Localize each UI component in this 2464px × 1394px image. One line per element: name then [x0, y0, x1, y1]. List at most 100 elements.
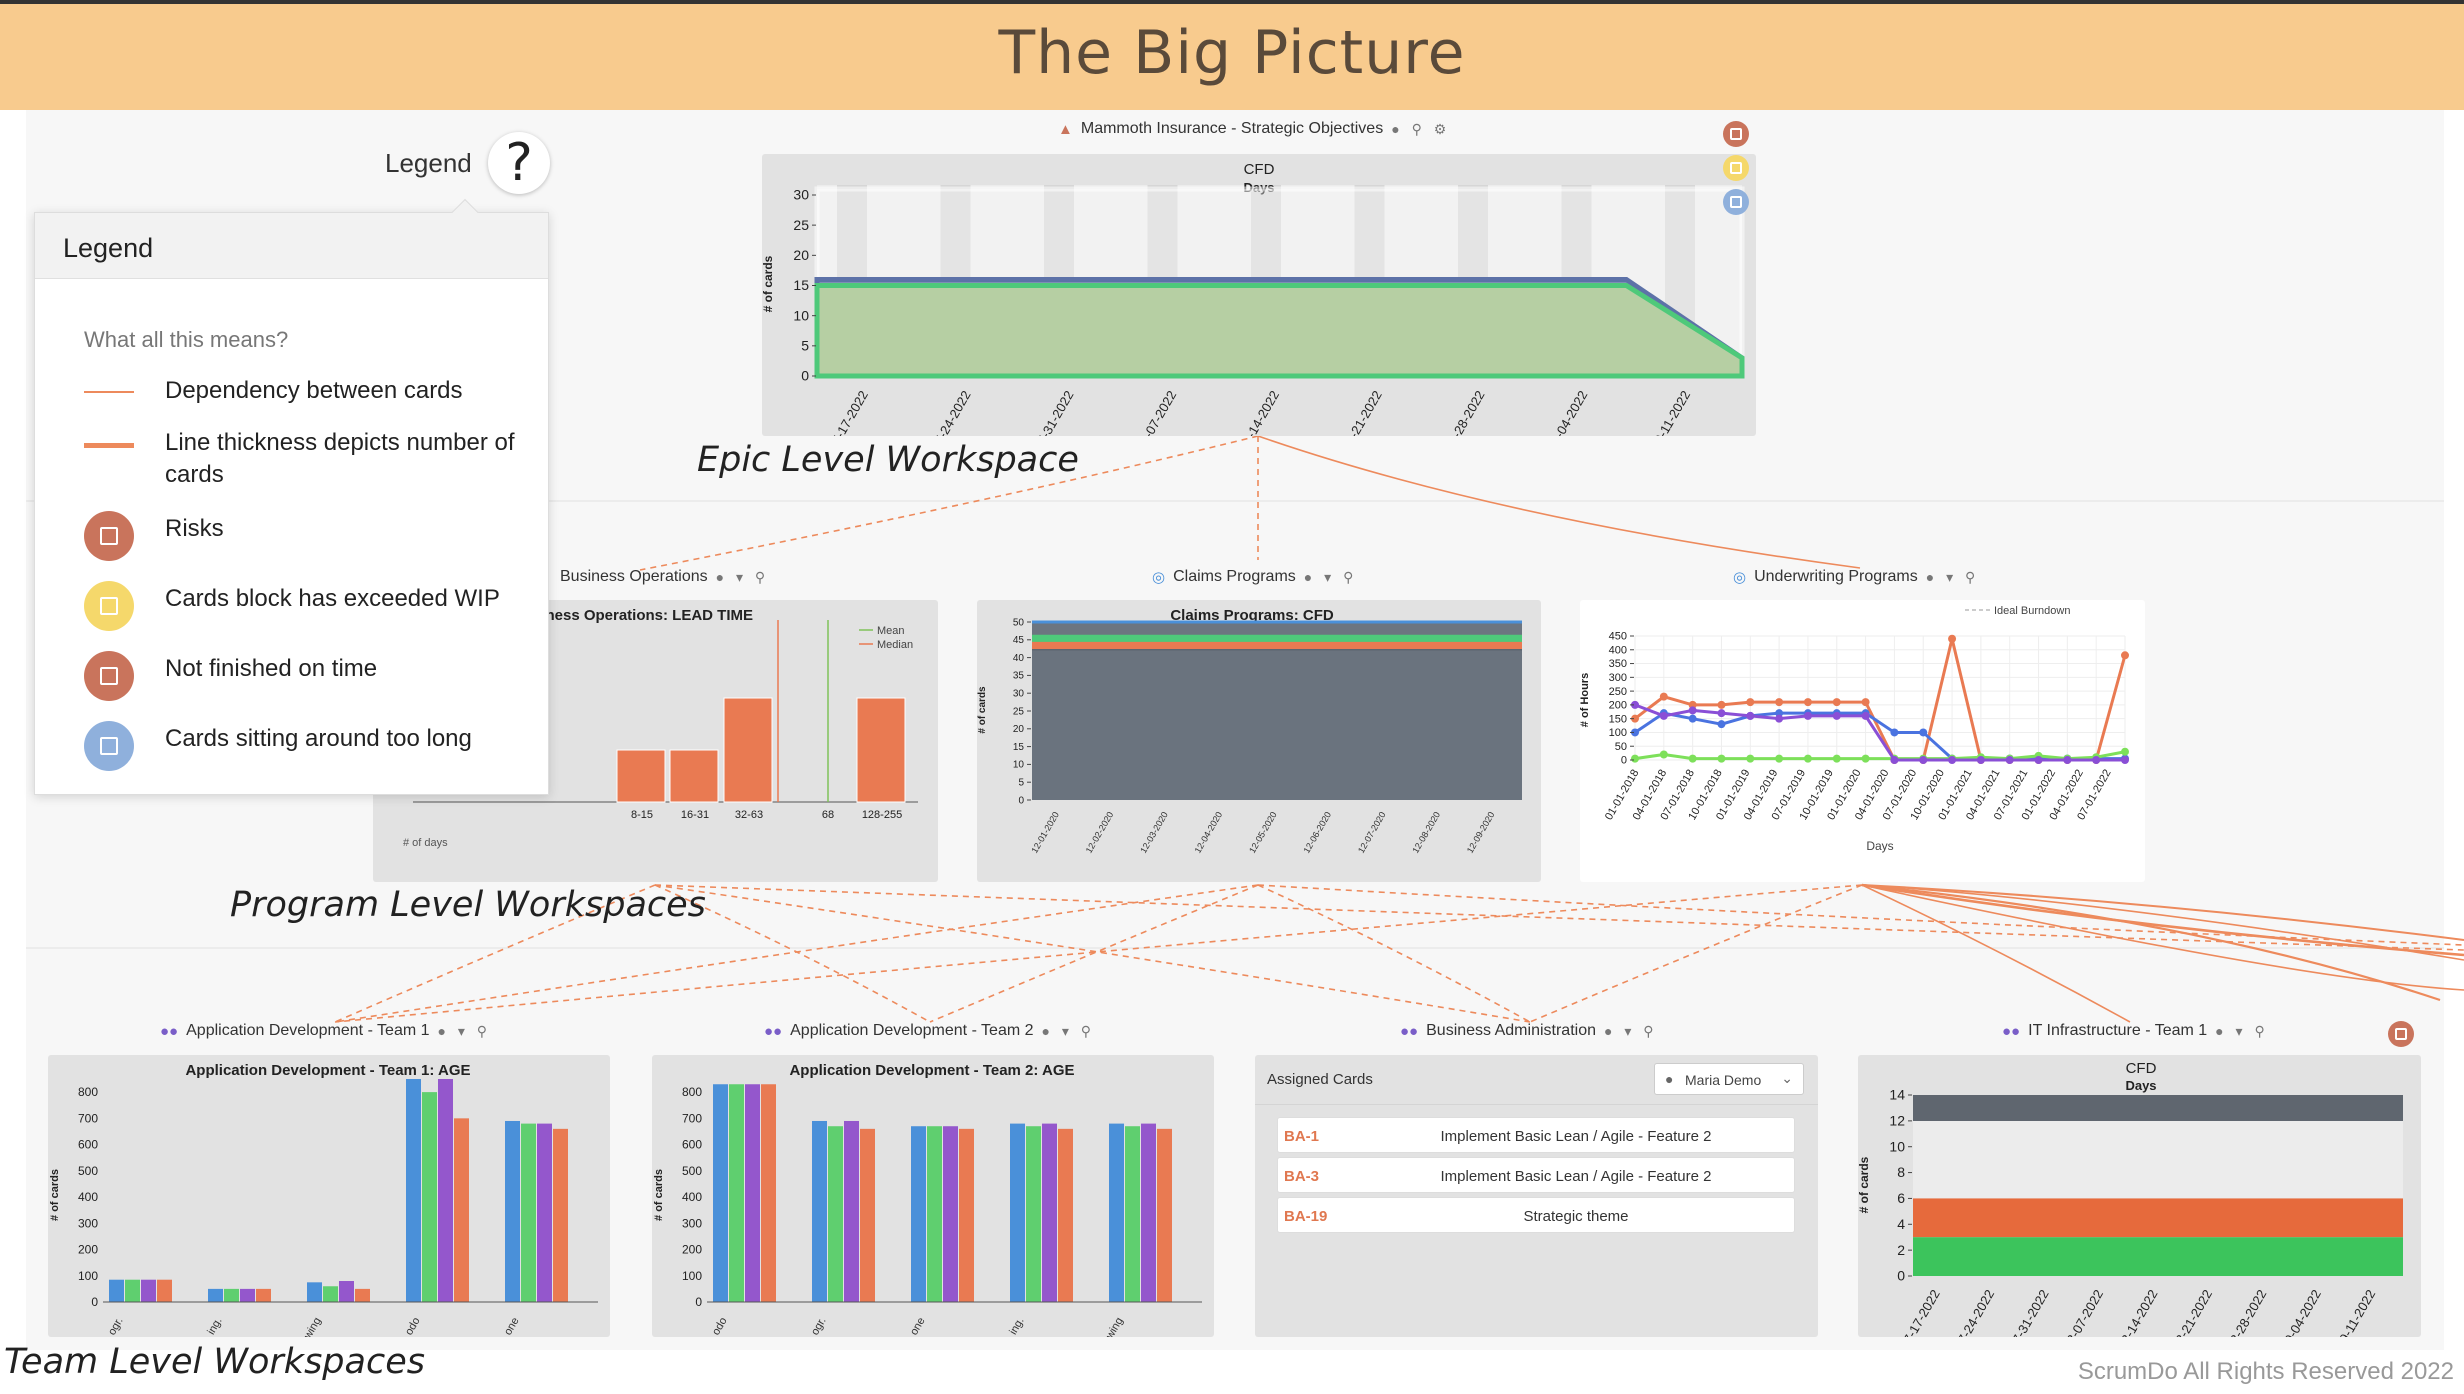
x-tick-label: 7-31-2022	[1034, 388, 1077, 436]
data-point	[1832, 698, 1841, 707]
team-title-business-admin[interactable]: ●● Business Administration ● ▾ ⚲	[1400, 1022, 1658, 1040]
team-icon: ●●	[160, 1022, 179, 1040]
y-tick-label: 300	[78, 1216, 98, 1230]
x-tick-label: 16-31	[681, 809, 709, 821]
chart-title: CFD	[1244, 161, 1275, 178]
card-row[interactable]: BA-1 Implement Basic Lean / Agile - Feat…	[1277, 1117, 1795, 1153]
y-tick-label: 5	[1018, 778, 1024, 789]
card-row[interactable]: BA-3 Implement Basic Lean / Agile - Feat…	[1277, 1157, 1795, 1193]
program-title-underwriting[interactable]: ◎ Underwriting Programs ● ▾ ⚲	[1733, 568, 1979, 586]
legend-toggle-label[interactable]: Legend	[385, 148, 472, 178]
search-icon[interactable]: ⚲	[1643, 1022, 1658, 1039]
card-row[interactable]: BA-19 Strategic theme	[1277, 1197, 1795, 1233]
wip-exceeded-icon	[84, 581, 134, 631]
chart-title: Application Development - Team 2: AGE	[789, 1062, 1074, 1079]
y-tick-label: 40	[1013, 653, 1025, 664]
search-icon[interactable]: ⚲	[2254, 1022, 2269, 1039]
y-axis-label: # of Hours	[1580, 673, 1591, 727]
bar	[438, 1079, 453, 1302]
series-doing	[1913, 1198, 2403, 1238]
late-icon	[84, 651, 134, 701]
chevron-down-icon[interactable]: ▾	[1324, 568, 1336, 585]
comments-icon[interactable]: ●	[437, 1022, 450, 1039]
comments-icon[interactable]: ●	[715, 568, 729, 585]
help-icon[interactable]: ?	[488, 132, 550, 194]
y-tick-label: 450	[1609, 631, 1627, 643]
data-point	[1803, 754, 1812, 763]
comments-icon[interactable]: ●	[1603, 1022, 1617, 1039]
x-tick-label: 7-17-2022	[1900, 1287, 1943, 1337]
search-icon[interactable]: ⚲	[1080, 1022, 1096, 1039]
comments-icon[interactable]: ●	[1925, 568, 1939, 585]
appdev-2-panel[interactable]: Application Development - Team 2: AGE odo…	[652, 1055, 1214, 1337]
y-tick-label: 150	[1609, 713, 1627, 725]
stale-status-icon[interactable]	[1723, 189, 1749, 215]
x-tick-label: 12-04-2020	[1193, 810, 1225, 855]
data-point	[1717, 720, 1726, 729]
chevron-down-icon[interactable]: ▾	[2235, 1022, 2247, 1039]
y-tick-label: 600	[682, 1138, 702, 1152]
appdev-1-panel[interactable]: Application Development - Team 1: AGE ogr…	[48, 1055, 610, 1337]
user-select[interactable]: ● Maria Demo ⌄	[1654, 1063, 1804, 1095]
x-tick-label: 8-28-2022	[1445, 388, 1488, 436]
comments-icon[interactable]: ●	[1391, 120, 1404, 137]
x-tick-label: one	[908, 1316, 928, 1338]
data-point	[1803, 698, 1812, 707]
risk-status-icon[interactable]	[1723, 121, 1749, 147]
x-tick-label: ogr.	[106, 1316, 126, 1338]
data-point	[1631, 700, 1639, 709]
epic-workspace-title[interactable]: ▲ Mammoth Insurance - Strategic Objectiv…	[1058, 120, 1450, 138]
chevron-down-icon[interactable]: ▾	[457, 1022, 469, 1039]
it-infra-panel[interactable]: CFD Days 0 2 4 6 8 10 12 14 # of cards 7-17-2022 7-2…	[1858, 1055, 2421, 1337]
comments-icon[interactable]: ●	[1303, 568, 1317, 585]
chevron-down-icon[interactable]: ▾	[1061, 1022, 1073, 1039]
comments-icon[interactable]: ●	[2215, 1022, 2228, 1039]
y-axis-label: # of cards	[977, 686, 988, 734]
bar	[422, 1092, 437, 1302]
team-title-appdev-1[interactable]: ●● Application Development - Team 1 ● ▾ …	[160, 1022, 491, 1040]
team-title-appdev-2[interactable]: ●● Application Development - Team 2 ● ▾ …	[764, 1022, 1095, 1040]
search-icon[interactable]: ⚲	[476, 1022, 492, 1039]
data-point	[1746, 698, 1755, 707]
y-tick-label: 800	[78, 1085, 98, 1099]
team-icon: ●●	[764, 1022, 783, 1040]
data-point	[1919, 728, 1928, 737]
user-icon: ●	[1665, 1071, 1674, 1087]
y-tick-label: 500	[78, 1164, 98, 1178]
search-icon[interactable]: ⚲	[1343, 568, 1358, 585]
bar	[927, 1126, 942, 1302]
search-icon[interactable]: ⚲	[1964, 568, 1980, 585]
done-area	[1032, 650, 1522, 800]
chevron-down-icon[interactable]: ▾	[1946, 568, 1958, 585]
program-title-business-ops[interactable]: Business Operations ● ▾ ⚲	[560, 568, 769, 586]
wip-status-icon[interactable]	[1723, 155, 1749, 181]
y-tick-label: 800	[682, 1085, 702, 1099]
y-tick-label: 2	[1897, 1242, 1905, 1258]
y-tick-label: 0	[801, 368, 809, 384]
y-tick-label: 5	[801, 338, 809, 354]
bar	[729, 1084, 744, 1302]
comments-icon[interactable]: ●	[1041, 1022, 1054, 1039]
card-id[interactable]: BA-1	[1284, 1128, 1320, 1145]
risk-status-icon[interactable]	[2388, 1021, 2414, 1047]
bar	[669, 749, 719, 803]
card-id[interactable]: BA-3	[1284, 1168, 1320, 1185]
assigned-cards-panel: Assigned Cards ● Maria Demo ⌄ BA-1 Imple…	[1255, 1055, 1818, 1337]
team-title-it-infra[interactable]: ●● IT Infrastructure - Team 1 ● ▾ ⚲	[2002, 1022, 2269, 1040]
gear-icon[interactable]: ⚙	[1433, 120, 1451, 137]
y-tick-label: 600	[78, 1138, 98, 1152]
program-title-claims[interactable]: ◎ Claims Programs ● ▾ ⚲	[1152, 568, 1357, 586]
y-tick-label: 0	[695, 1295, 702, 1309]
card-id[interactable]: BA-19	[1284, 1208, 1328, 1225]
claims-panel[interactable]: Claims Programs: CFD 0 5 10 15 20 25 30 35 40 45 50…	[977, 600, 1541, 882]
bar	[109, 1279, 124, 1302]
chevron-down-icon[interactable]: ▾	[1624, 1022, 1636, 1039]
x-tick-label: 8-28-2022	[2227, 1287, 2270, 1337]
epic-cfd-panel[interactable]: CFDDays051015202530# of cards7-17-20227-…	[762, 154, 1756, 436]
search-icon[interactable]: ⚲	[754, 568, 770, 585]
chevron-down-icon[interactable]: ▾	[736, 568, 748, 585]
search-icon[interactable]: ⚲	[1411, 120, 1426, 137]
underwriting-panel[interactable]: Ideal Burndown 0 50 100 150 200 250 300 350 400 45…	[1580, 600, 2145, 882]
data-point	[1659, 750, 1668, 759]
